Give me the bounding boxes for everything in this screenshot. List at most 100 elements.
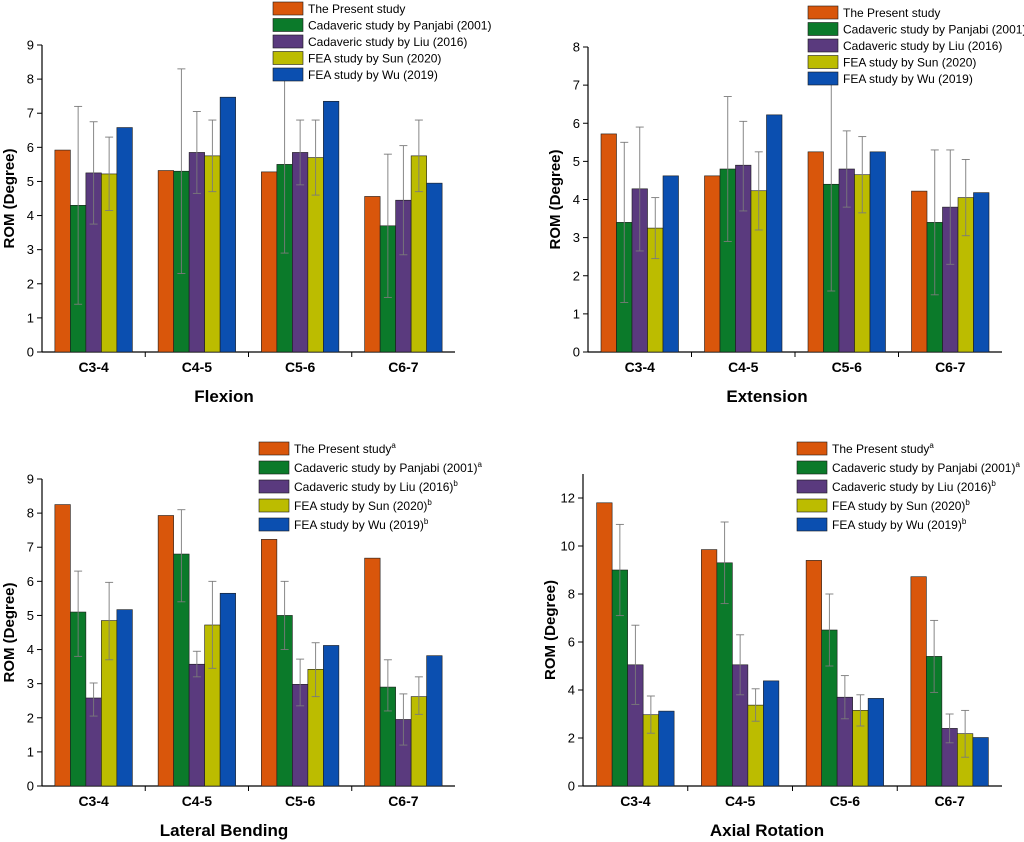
legend-swatch (796, 441, 828, 456)
x-tick-label: C3-4 (78, 793, 109, 809)
legend-label: Cadaveric study by Panjabi (2001)a (294, 460, 482, 475)
x-tick-label: C3-4 (78, 359, 109, 375)
y-tick-label: 2 (573, 268, 580, 283)
y-tick-label: 6 (568, 635, 575, 650)
legend-swatch (258, 517, 290, 532)
bar (973, 192, 990, 353)
bar (116, 127, 133, 353)
y-tick-label: 2 (27, 276, 34, 291)
y-tick-label: 1 (573, 306, 580, 321)
y-axis-label: ROM (Degree) (542, 580, 559, 680)
bar (763, 680, 780, 787)
bar (426, 182, 443, 353)
bar (116, 609, 133, 787)
legend-swatch (796, 460, 828, 475)
legend-label: Cadaveric study by Panjabi (2001)a (832, 460, 1020, 475)
y-tick-label: 7 (27, 106, 34, 121)
chart-title: Flexion (194, 387, 254, 406)
bar (157, 170, 174, 353)
legend-label: FEA study by Sun (2020)b (294, 498, 432, 513)
y-tick-label: 9 (27, 38, 34, 53)
legend-label: Cadaveric study by Liu (2016)b (294, 479, 458, 494)
bar (364, 557, 381, 787)
legend-label: FEA study by Sun (2020)b (832, 498, 970, 513)
x-tick-label: C5-6 (830, 793, 861, 809)
y-tick-label: 7 (27, 540, 34, 555)
legend-swatch (807, 5, 839, 20)
legend-label: Cadaveric study by Panjabi (2001) (843, 23, 1024, 37)
legend-label: The Present study (843, 6, 940, 20)
bar (805, 560, 822, 787)
chart-panel-2: 0 1 2 3 4 5 6 7 8 9 ROM (Degree) C3-4 C4-5 C5-6 C6-7 Th… (1, 441, 482, 840)
legend-label: Cadaveric study by Liu (2016) (308, 35, 467, 49)
bar (704, 175, 721, 353)
legend-swatch (258, 460, 290, 475)
bar (807, 151, 824, 353)
y-tick-label: 0 (573, 345, 580, 360)
x-tick-label: C5-6 (832, 359, 863, 375)
x-tick-label: C6-7 (935, 359, 966, 375)
bar (910, 576, 927, 787)
y-tick-label: 4 (27, 642, 34, 657)
legend-label: Cadaveric study by Panjabi (2001) (308, 19, 491, 33)
y-tick-label: 3 (573, 230, 580, 245)
bar (867, 698, 884, 787)
x-tick-label: C5-6 (285, 359, 316, 375)
legend-swatch (272, 67, 304, 82)
y-tick-label: 6 (27, 140, 34, 155)
y-tick-label: 7 (573, 78, 580, 93)
legend-swatch (807, 38, 839, 53)
y-tick-label: 3 (27, 242, 34, 257)
y-tick-label: 8 (573, 40, 580, 55)
legend-label: Cadaveric study by Liu (2016) (843, 39, 1002, 53)
y-tick-label: 0 (27, 779, 34, 794)
legend-label: The Present study (308, 2, 405, 16)
chart-title: Lateral Bending (160, 821, 288, 840)
y-tick-label: 9 (27, 472, 34, 487)
bar (323, 645, 340, 787)
y-axis-label: ROM (Degree) (1, 148, 18, 248)
y-tick-label: 8 (568, 587, 575, 602)
bar (261, 539, 278, 787)
bar (261, 171, 278, 353)
chart-panel-3: 0 2 4 6 8 10 12 ROM (Degree) C3-4 C4-5 C5-6 C6-7 The… (542, 441, 1020, 840)
legend-swatch (807, 71, 839, 86)
legend-label: FEA study by Wu (2019) (308, 68, 438, 82)
bar (188, 663, 205, 787)
x-tick-label: C6-7 (388, 359, 419, 375)
y-tick-label: 12 (561, 491, 575, 506)
bar (219, 96, 236, 353)
y-tick-label: 10 (561, 539, 575, 554)
chart-panel-0: 0 1 2 3 4 5 6 7 8 9 ROM (Degree) C3-4 C4-5 C5-6 C6-7 Th… (1, 1, 491, 406)
legend-label: FEA study by Wu (2019)b (294, 517, 429, 532)
x-tick-label: C3-4 (620, 793, 651, 809)
bar (323, 100, 340, 353)
legend-swatch (272, 34, 304, 49)
legend-label: FEA study by Wu (2019) (843, 72, 973, 86)
bar (911, 190, 928, 353)
y-tick-label: 4 (573, 192, 580, 207)
y-axis-label: ROM (Degree) (1, 582, 18, 682)
y-tick-label: 4 (568, 683, 575, 698)
legend-swatch (272, 18, 304, 32)
bar (54, 149, 71, 353)
x-tick-label: C4-5 (182, 359, 213, 375)
y-tick-label: 4 (27, 208, 34, 223)
legend-label: FEA study by Sun (2020) (843, 56, 976, 70)
legend-swatch (258, 479, 290, 494)
legend-label: FEA study by Wu (2019)b (832, 517, 967, 532)
legend-swatch (258, 441, 290, 456)
x-tick-label: C5-6 (285, 793, 316, 809)
bar (219, 592, 236, 787)
chart-title: Extension (726, 387, 807, 406)
y-tick-label: 3 (27, 676, 34, 691)
bar (766, 114, 783, 353)
legend-swatch (796, 517, 828, 532)
y-tick-label: 5 (573, 154, 580, 169)
legend-label: The Present studya (832, 441, 934, 456)
legend-swatch (796, 479, 828, 494)
y-tick-label: 0 (27, 345, 34, 360)
legend-label: FEA study by Sun (2020) (308, 52, 441, 66)
legend-swatch (807, 55, 839, 69)
bar (596, 502, 613, 787)
